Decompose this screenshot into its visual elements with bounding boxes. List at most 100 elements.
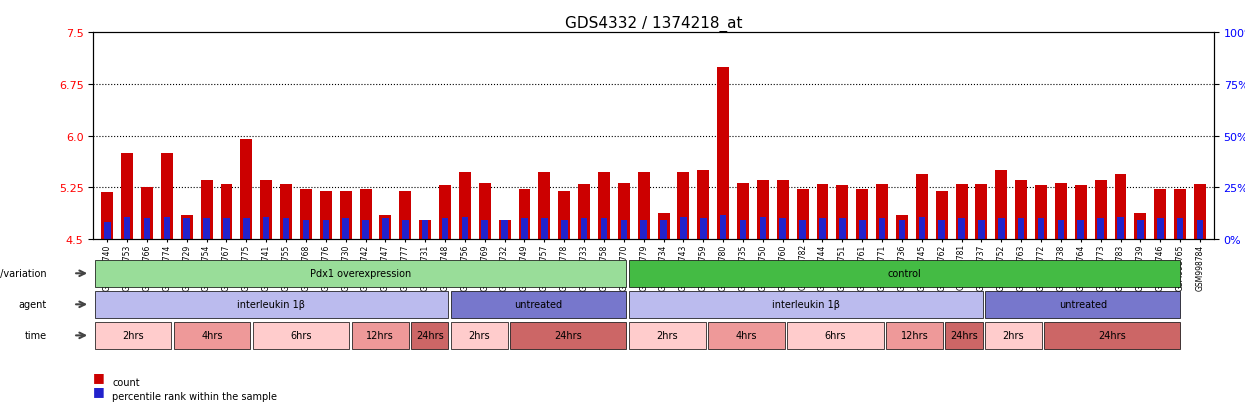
Bar	[360, 190, 371, 240]
Bar	[936, 191, 947, 240]
Bar	[1174, 190, 1186, 240]
Text: agent: agent	[19, 299, 47, 310]
Bar	[1077, 220, 1084, 240]
Bar	[121, 154, 133, 240]
Bar	[320, 191, 331, 240]
Bar	[340, 191, 351, 240]
Bar	[839, 219, 845, 240]
Bar	[657, 214, 670, 240]
Bar	[717, 67, 730, 240]
Bar	[1154, 190, 1167, 240]
Bar	[998, 219, 1005, 240]
Bar	[680, 218, 687, 240]
Bar	[939, 220, 945, 240]
Bar	[263, 218, 269, 240]
Bar	[101, 193, 113, 240]
Bar	[1035, 186, 1047, 240]
Text: 2hrs: 2hrs	[656, 330, 679, 341]
Bar	[518, 190, 530, 240]
Bar	[797, 190, 808, 240]
Bar	[382, 219, 388, 240]
Bar	[482, 220, 488, 240]
Bar	[859, 220, 865, 240]
Bar	[223, 219, 230, 240]
Text: 6hrs: 6hrs	[290, 330, 312, 341]
Bar	[600, 219, 608, 240]
Bar	[181, 216, 193, 240]
Bar	[581, 219, 588, 240]
Bar	[979, 220, 985, 240]
Bar	[243, 219, 250, 240]
Bar	[857, 190, 868, 240]
Bar	[1157, 219, 1164, 240]
Bar	[618, 183, 630, 240]
Text: interleukin 1β: interleukin 1β	[772, 299, 839, 310]
Bar	[322, 220, 329, 240]
Text: 12hrs: 12hrs	[900, 330, 929, 341]
Text: Pdx1 overexpression: Pdx1 overexpression	[310, 268, 411, 279]
Bar	[640, 220, 647, 240]
Bar	[817, 185, 828, 240]
Bar	[1074, 186, 1087, 240]
Text: time: time	[25, 330, 47, 341]
Bar	[1117, 218, 1124, 240]
Bar	[220, 185, 233, 240]
Text: 4hrs: 4hrs	[202, 330, 223, 341]
Text: ■: ■	[93, 385, 105, 397]
Bar	[479, 183, 491, 240]
Bar	[1137, 220, 1144, 240]
Bar	[779, 219, 786, 240]
Text: control: control	[888, 268, 921, 279]
Text: 24hrs: 24hrs	[416, 330, 443, 341]
Bar	[362, 220, 369, 240]
Bar	[916, 174, 928, 240]
Text: ■: ■	[93, 370, 105, 383]
Bar	[1055, 183, 1067, 240]
Bar	[578, 185, 590, 240]
Bar	[542, 219, 548, 240]
Bar	[280, 185, 293, 240]
Bar	[522, 219, 528, 240]
Bar	[799, 220, 806, 240]
Bar	[143, 219, 151, 240]
Bar	[462, 218, 468, 240]
Bar	[1094, 181, 1107, 240]
Text: 4hrs: 4hrs	[736, 330, 757, 341]
Bar	[1114, 174, 1127, 240]
Bar	[303, 220, 309, 240]
Bar	[677, 172, 690, 240]
Bar	[499, 220, 510, 240]
Bar	[995, 171, 1007, 240]
Bar	[163, 218, 171, 240]
Bar	[300, 190, 312, 240]
Bar	[1196, 220, 1203, 240]
Bar	[819, 219, 825, 240]
Text: 2hrs: 2hrs	[122, 330, 143, 341]
Text: 24hrs: 24hrs	[1098, 330, 1127, 341]
Bar	[896, 216, 908, 240]
Bar	[1015, 181, 1027, 240]
Bar	[240, 140, 253, 240]
Bar	[538, 172, 550, 240]
Bar	[1097, 219, 1104, 240]
Bar	[700, 219, 707, 240]
Bar	[959, 219, 965, 240]
Bar	[919, 218, 925, 240]
Bar	[1177, 219, 1184, 240]
Bar	[956, 185, 967, 240]
Bar	[697, 171, 710, 240]
Bar	[283, 219, 289, 240]
Bar	[1194, 185, 1206, 240]
Bar	[1057, 220, 1064, 240]
Text: 2hrs: 2hrs	[468, 330, 491, 341]
Bar	[1018, 219, 1025, 240]
Bar	[558, 191, 570, 240]
Bar	[141, 187, 153, 240]
Bar	[442, 219, 448, 240]
Bar	[400, 191, 411, 240]
Bar	[459, 172, 471, 240]
Bar	[879, 219, 885, 240]
Bar	[637, 172, 650, 240]
Bar	[422, 220, 428, 240]
Bar	[837, 186, 848, 240]
